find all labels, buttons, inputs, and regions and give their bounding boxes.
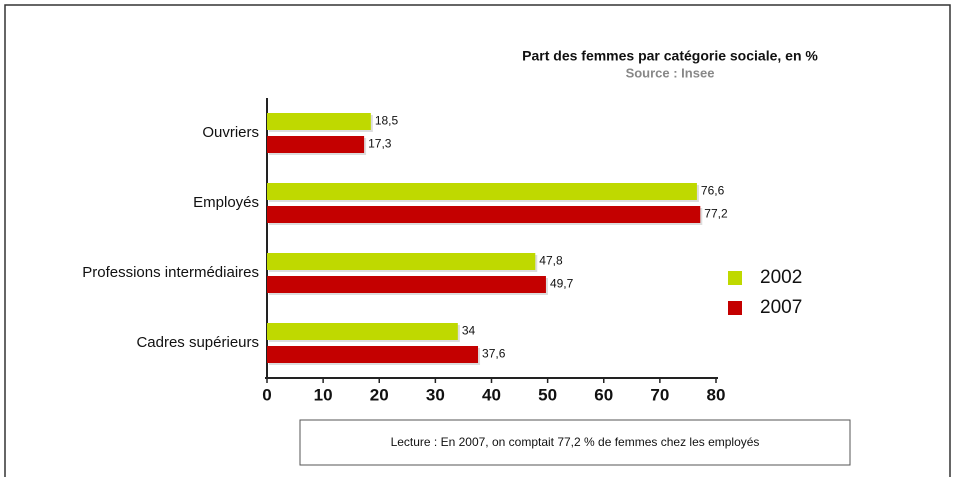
x-tick-label: 50 [538, 385, 557, 404]
legend-label: 2002 [760, 267, 802, 288]
value-label: 37,6 [482, 347, 506, 361]
legend-label: 2007 [760, 297, 802, 318]
value-label: 49,7 [550, 277, 574, 291]
x-tick-label: 20 [370, 385, 389, 404]
annotation-box [299, 419, 851, 466]
value-label: 47,8 [539, 254, 563, 268]
x-tick-label: 70 [650, 385, 669, 404]
frame [4, 4, 951, 477]
annotation: Lecture : En 2007, on comptait 77,2 % de… [391, 435, 760, 449]
bar [267, 253, 536, 270]
x-tick-label: 0 [262, 385, 271, 404]
y-tick-label: Ouvriers [202, 124, 259, 141]
value-label: 77,2 [704, 207, 728, 221]
value-label: 17,3 [368, 137, 392, 151]
x-tick-label: 60 [594, 385, 613, 404]
y-tick-label: Employés [193, 194, 259, 211]
x-tick-label: 10 [314, 385, 333, 404]
y-tick-label: Cadres supérieurs [136, 334, 259, 351]
x-tick-label: 30 [426, 385, 445, 404]
value-label: 18,5 [375, 114, 399, 128]
bar [267, 206, 701, 223]
bar [267, 183, 697, 200]
chart-title: Part des femmes par catégorie sociale, e… [522, 48, 818, 64]
chart-subtitle: Source : Insee [626, 65, 715, 80]
value-label: 76,6 [701, 184, 725, 198]
legend-swatch [728, 301, 742, 315]
y-tick-label: Professions intermédiaires [82, 264, 259, 281]
bar [267, 276, 546, 293]
bar [267, 323, 458, 340]
bar [267, 136, 365, 153]
value-label: 34 [462, 324, 476, 338]
legend-swatch [728, 271, 742, 285]
x-tick-label: 40 [482, 385, 501, 404]
bar [267, 113, 371, 130]
bar [267, 346, 479, 363]
x-tick-label: 80 [707, 385, 726, 404]
